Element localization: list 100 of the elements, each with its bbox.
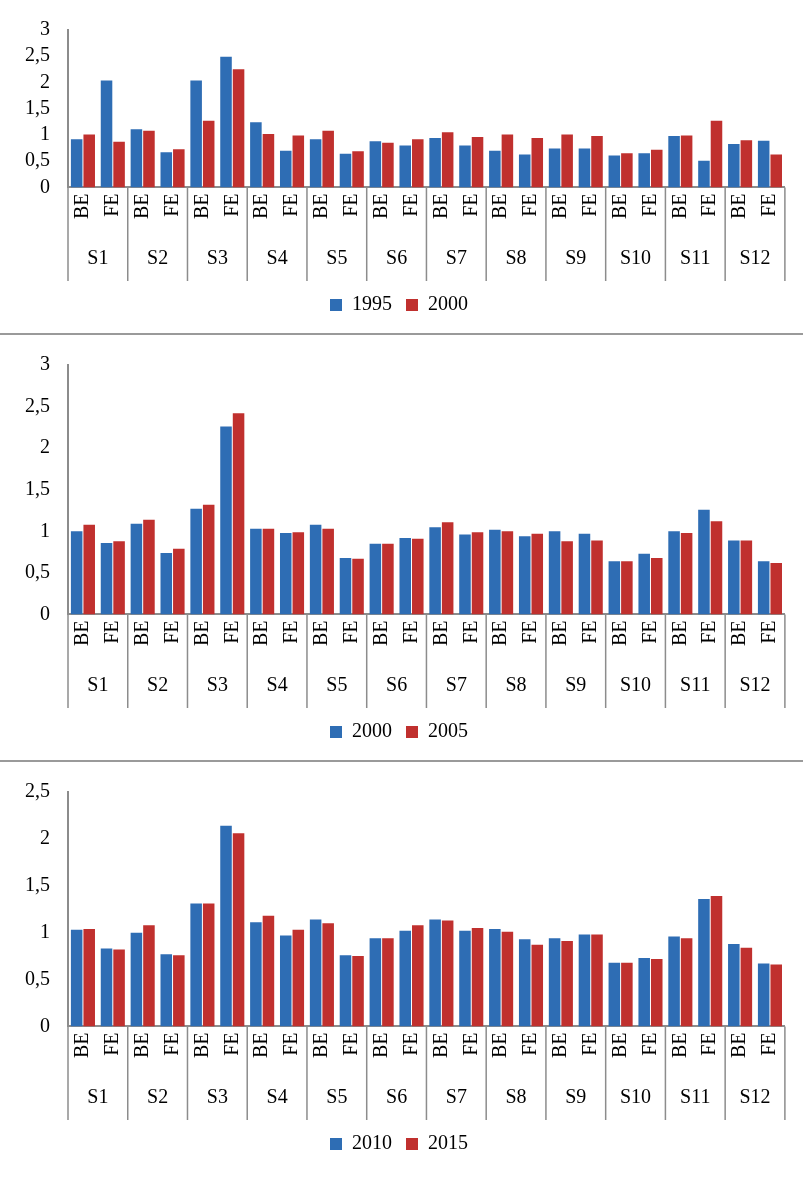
x-tick-label: FE	[458, 1032, 481, 1056]
x-tick-label: BE	[667, 1032, 690, 1059]
bar	[262, 915, 275, 1027]
bar	[279, 150, 292, 188]
bar	[382, 938, 394, 1027]
bar	[561, 541, 573, 615]
y-tick-label: 0	[40, 601, 50, 624]
y-tick-label: 1	[40, 919, 50, 942]
x-tick-label: BE	[428, 1032, 451, 1059]
text: S10	[619, 1085, 652, 1108]
x-tick-label: FE	[518, 193, 541, 217]
bar	[740, 947, 753, 1027]
bar	[100, 948, 113, 1027]
text: S5	[326, 1085, 348, 1108]
bar	[591, 136, 603, 188]
text: S11	[680, 246, 711, 269]
y-tick-label: 2	[40, 826, 50, 849]
bar	[698, 509, 710, 615]
bar	[728, 143, 740, 188]
text: S4	[266, 1085, 288, 1108]
bar	[578, 934, 591, 1027]
x-tick-label: BE	[189, 620, 212, 647]
bar	[770, 562, 782, 615]
bar	[578, 148, 591, 188]
text: S7	[445, 673, 467, 696]
x-tick-label: FE	[279, 193, 302, 217]
x-tick-label: BE	[368, 193, 391, 220]
x-tick-label: FE	[100, 1032, 123, 1056]
x-tick-label: FE	[577, 620, 600, 644]
text: S1	[87, 1085, 109, 1108]
bar	[757, 561, 770, 615]
text: S12	[739, 673, 771, 696]
bar	[322, 528, 334, 615]
x-tick-label: BE	[129, 620, 152, 647]
bar	[352, 558, 364, 615]
bar	[232, 833, 245, 1027]
bar	[489, 529, 501, 615]
x-tick-label: BE	[607, 193, 630, 220]
bar	[250, 528, 262, 615]
y-tick-label: 1,5	[25, 476, 50, 499]
text: S9	[565, 1085, 587, 1108]
bar	[130, 129, 143, 188]
text: S3	[206, 246, 228, 269]
bar	[429, 527, 441, 615]
bar	[369, 938, 382, 1027]
bar	[382, 142, 394, 188]
bar	[399, 145, 412, 188]
x-tick-label: FE	[697, 620, 720, 644]
y-tick-label: 3	[40, 352, 50, 375]
bar	[770, 964, 782, 1027]
bar	[322, 923, 334, 1027]
bar	[710, 120, 723, 188]
y-tick-label: 2,5	[25, 43, 50, 66]
y-tick-label: 2	[40, 69, 50, 92]
bar	[202, 504, 215, 615]
bar	[770, 154, 782, 188]
x-tick-label: FE	[279, 1032, 302, 1056]
x-tick-label: BE	[368, 1032, 391, 1059]
x-tick-label: BE	[249, 1032, 272, 1059]
bar	[160, 552, 173, 615]
bar	[608, 561, 621, 615]
bar	[471, 927, 484, 1027]
bar	[757, 140, 770, 188]
bar	[501, 531, 514, 615]
x-tick-label: FE	[159, 193, 182, 217]
bar	[501, 931, 514, 1027]
bar	[728, 540, 740, 615]
bar	[190, 508, 202, 615]
x-tick-label: FE	[219, 1032, 242, 1056]
text: S3	[206, 673, 228, 696]
x-tick-label: FE	[398, 620, 421, 644]
bar	[728, 943, 740, 1027]
text: S5	[326, 673, 348, 696]
bar	[190, 80, 202, 188]
bar	[369, 141, 382, 188]
bar	[173, 149, 185, 188]
x-tick-label: BE	[727, 193, 750, 220]
bar	[190, 903, 202, 1027]
x-tick-label: BE	[548, 620, 571, 647]
x-tick-label: FE	[279, 620, 302, 644]
x-tick-label: FE	[100, 193, 123, 217]
text: S12	[739, 246, 771, 269]
bar	[339, 153, 352, 188]
bar	[352, 956, 364, 1027]
x-tick-label: BE	[70, 1032, 93, 1059]
bar	[309, 524, 322, 615]
bar	[668, 936, 680, 1027]
x-tick-label: FE	[159, 620, 182, 644]
y-tick-label: 3	[40, 17, 50, 40]
bar	[339, 955, 352, 1027]
bar	[459, 145, 471, 188]
text: S4	[266, 673, 288, 696]
bar	[143, 925, 155, 1027]
x-tick-label: BE	[309, 1032, 332, 1059]
x-tick-label: BE	[607, 1032, 630, 1059]
bar	[680, 135, 693, 188]
bar	[262, 528, 275, 615]
bar	[548, 938, 561, 1027]
text: S8	[505, 673, 527, 696]
bar	[429, 138, 441, 188]
